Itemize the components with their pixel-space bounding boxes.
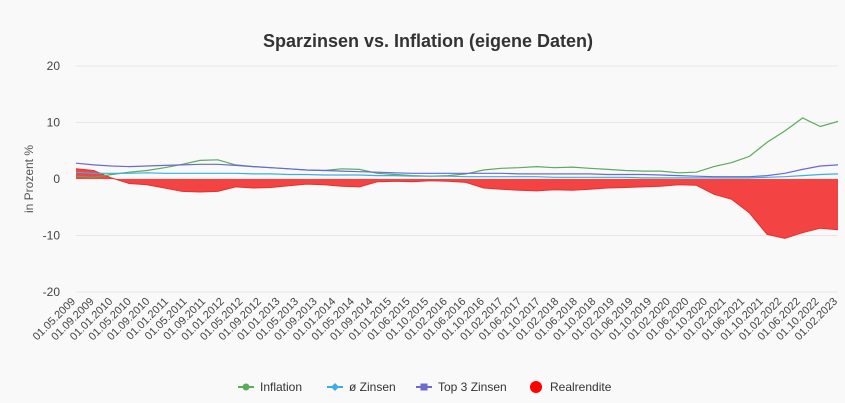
series-lines xyxy=(75,117,839,179)
legend-label: ø Zinsen xyxy=(349,380,396,394)
legend-marker xyxy=(331,383,339,391)
y-tick-label: -20 xyxy=(43,285,61,299)
chart-title: Sparzinsen vs. Inflation (eigene Daten) xyxy=(263,31,593,51)
legend-item[interactable]: ø Zinsen xyxy=(327,380,396,394)
y-axis-label: in Prozent % xyxy=(22,145,36,213)
x-axis: 01.05.200901.09.200901.01.201001.05.2010… xyxy=(31,296,840,343)
legend-item[interactable]: Realrendite xyxy=(530,380,612,394)
y-tick-label: 0 xyxy=(53,172,60,186)
legend-label: Realrendite xyxy=(550,380,612,394)
legend-item[interactable]: Top 3 Zinsen xyxy=(416,380,507,394)
legend[interactable]: Inflation ø Zinsen Top 3 Zinsen Realrendite xyxy=(238,380,612,394)
realrendite-line xyxy=(75,168,839,239)
series-line-zinsen xyxy=(75,171,839,179)
y-axis: 20 10 0 -10 -20 xyxy=(43,59,61,299)
y-tick-label: -10 xyxy=(43,229,61,243)
realrendite-area-path xyxy=(76,168,838,239)
series-line-top-3-zinsen xyxy=(75,162,839,178)
legend-label: Inflation xyxy=(260,380,302,394)
series-line-inflation xyxy=(75,117,839,178)
legend-label: Top 3 Zinsen xyxy=(438,380,507,394)
y-tick-label: 20 xyxy=(47,59,61,73)
legend-marker xyxy=(530,381,542,393)
legend-marker xyxy=(420,383,428,391)
realrendite-area xyxy=(75,168,839,239)
legend-marker xyxy=(242,383,250,391)
legend-item[interactable]: Inflation xyxy=(238,380,302,394)
y-tick-label: 10 xyxy=(47,116,61,130)
